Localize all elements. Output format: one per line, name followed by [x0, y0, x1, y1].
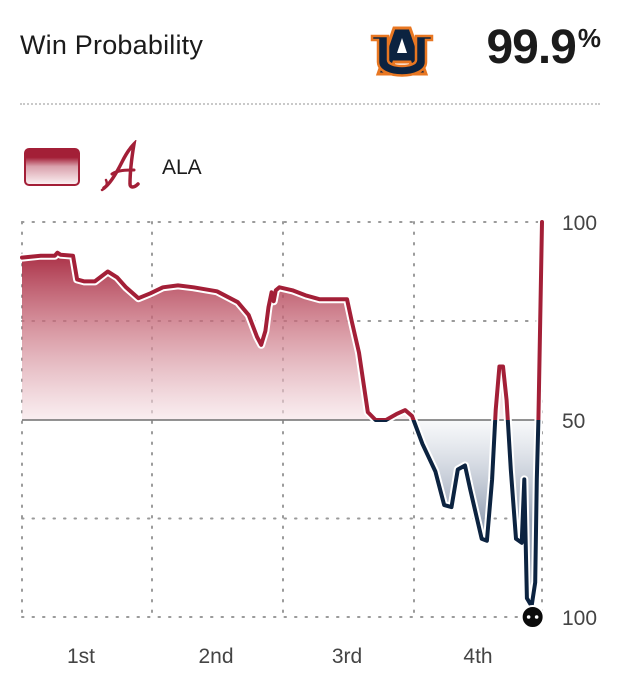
- alabama-logo: [100, 140, 140, 192]
- y-tick-label: 100: [562, 212, 597, 235]
- y-tick-label: 100: [562, 607, 597, 630]
- legend-swatch: [24, 148, 80, 186]
- alabama-line: [20, 220, 544, 420]
- legend-label: ALA: [162, 156, 202, 179]
- x-tick-label: 3rd: [332, 645, 362, 668]
- percent-sign: %: [577, 23, 601, 53]
- x-tick-label: 1st: [67, 645, 95, 668]
- header-divider: [20, 103, 600, 105]
- auburn-logo: [370, 26, 434, 77]
- x-tick-label: 2nd: [198, 645, 233, 668]
- final-marker: [520, 605, 545, 629]
- football-dot: [534, 615, 539, 619]
- football-icon: [520, 605, 545, 629]
- x-tick-label: 4th: [463, 645, 492, 668]
- win-probability-chart: 100 50 100 1st 2nd 3rd 4th: [18, 212, 597, 668]
- y-tick-label: 50: [562, 410, 585, 433]
- chart-title: Win Probability: [20, 30, 204, 60]
- auburn-area: [22, 420, 542, 607]
- leader-win-probability: 99.9%: [486, 20, 601, 75]
- football-dot: [526, 615, 531, 619]
- alabama-area: [22, 222, 542, 420]
- leader-value: 99.9: [486, 21, 576, 74]
- axis-labels: 100 50 100 1st 2nd 3rd 4th: [67, 212, 597, 668]
